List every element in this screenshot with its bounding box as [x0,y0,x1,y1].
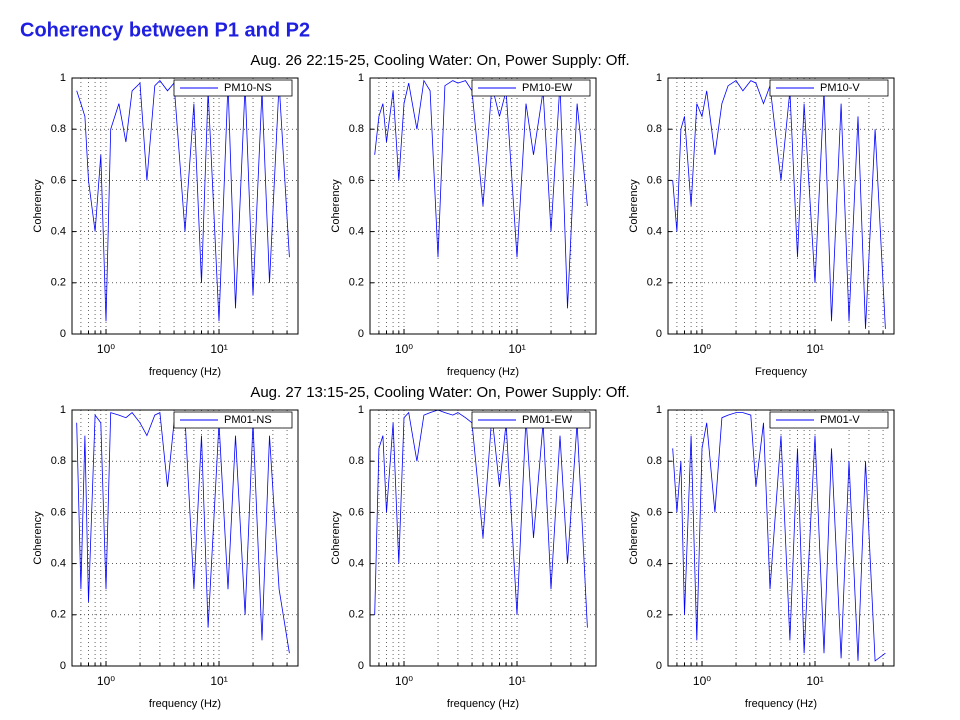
series-line [374,79,588,309]
plot-frame [71,409,299,667]
plot-frame [667,409,895,667]
y-tick-label: 1 [60,72,66,84]
y-tick-label: 1 [656,404,662,416]
y-tick-label: 0.8 [647,123,662,135]
y-tick-label: 0.2 [51,277,66,289]
y-tick-label: 0.8 [349,123,364,135]
y-tick-label: 0.4 [647,226,662,238]
y-tick-label: 0 [60,660,66,672]
y-axis-label: Coherency [32,511,44,565]
y-axis-label: Coherency [628,511,640,565]
plot-frame [71,77,299,335]
page-title: Coherency between P1 and P2 [20,19,310,41]
x-tick-label: 10¹ [508,674,525,688]
legend-label: PM01-V [820,414,860,426]
x-tick-label: 10¹ [806,342,823,356]
y-tick-label: 0.6 [51,506,66,518]
legend-label: PM10-V [820,82,860,94]
y-tick-label: 0 [358,660,364,672]
y-tick-label: 0.6 [349,174,364,186]
y-tick-label: 0 [656,328,662,340]
y-tick-label: 0.4 [349,558,364,570]
y-tick-label: 1 [656,72,662,84]
x-tick-label: 10⁰ [395,342,413,356]
y-tick-label: 0.2 [647,609,662,621]
x-tick-label: 10¹ [210,674,227,688]
row-title: Aug. 27 13:15-25, Cooling Water: On, Pow… [250,384,629,401]
y-axis-label: Coherency [330,179,342,233]
series-line [76,79,290,322]
x-axis-label: frequency (Hz) [149,698,221,710]
y-axis-label: Coherency [32,179,44,233]
x-axis-label: frequency (Hz) [447,698,519,710]
y-tick-label: 0.4 [349,226,364,238]
plot-frame [369,409,597,667]
y-tick-label: 0 [60,328,66,340]
plot-frame [369,77,597,335]
x-tick-label: 10⁰ [97,674,115,688]
x-tick-label: 10¹ [508,342,525,356]
series-line [672,80,886,329]
series-line [672,412,886,662]
y-tick-label: 0.2 [349,277,364,289]
x-tick-label: 10⁰ [97,342,115,356]
y-tick-label: 0.6 [51,174,66,186]
legend-box [173,411,293,429]
y-tick-label: 0.8 [51,123,66,135]
y-axis-label: Coherency [330,511,342,565]
x-axis-label: frequency (Hz) [745,698,817,710]
x-axis-label: frequency (Hz) [149,366,221,378]
y-tick-label: 0.6 [647,174,662,186]
legend-label: PM01-EW [522,414,573,426]
x-tick-label: 10¹ [806,674,823,688]
x-tick-label: 10⁰ [395,674,413,688]
legend-label: PM01-NS [224,414,272,426]
x-tick-label: 10⁰ [693,342,711,356]
y-axis-label: Coherency [628,179,640,233]
y-tick-label: 1 [358,404,364,416]
legend-label: PM10-EW [522,82,573,94]
y-tick-label: 0.4 [647,558,662,570]
legend-box [471,79,591,97]
series-line [374,409,588,628]
y-tick-label: 0.6 [349,506,364,518]
x-tick-label: 10¹ [210,342,227,356]
y-tick-label: 0.2 [51,609,66,621]
y-tick-label: 0.2 [647,277,662,289]
y-tick-label: 0.4 [51,226,66,238]
x-axis-label: Frequency [755,366,807,378]
series-line [76,411,290,654]
y-tick-label: 0.8 [647,455,662,467]
y-tick-label: 0.4 [51,558,66,570]
x-axis-label: frequency (Hz) [447,366,519,378]
legend-box [173,79,293,97]
y-tick-label: 0 [656,660,662,672]
legend-box [769,79,889,97]
y-tick-label: 0.2 [349,609,364,621]
legend-label: PM10-NS [224,82,272,94]
x-tick-label: 10⁰ [693,674,711,688]
y-tick-label: 1 [358,72,364,84]
y-tick-label: 0 [358,328,364,340]
y-tick-label: 0.8 [349,455,364,467]
legend-box [769,411,889,429]
legend-box [471,411,591,429]
y-tick-label: 1 [60,404,66,416]
row-title: Aug. 26 22:15-25, Cooling Water: On, Pow… [250,52,629,69]
y-tick-label: 0.6 [647,506,662,518]
plot-frame [667,77,895,335]
y-tick-label: 0.8 [51,455,66,467]
